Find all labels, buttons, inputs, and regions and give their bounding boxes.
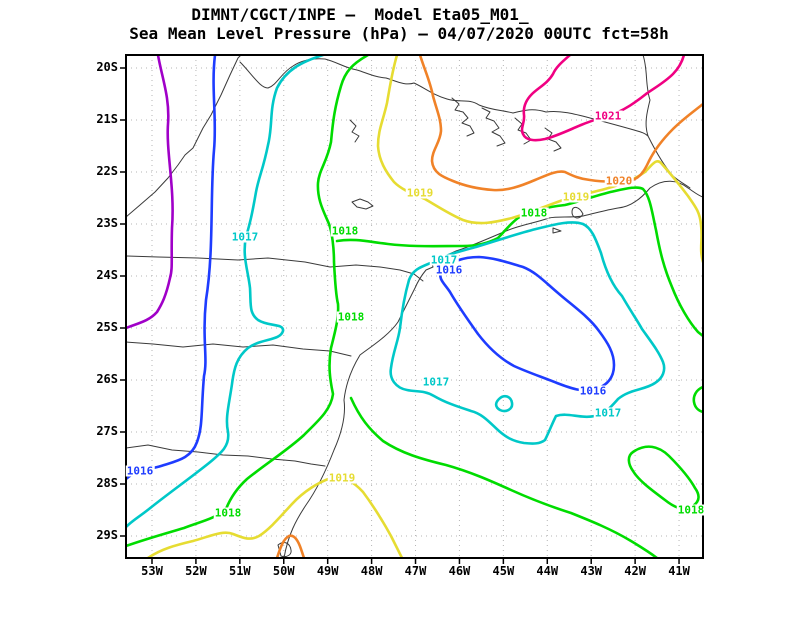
- island-1: [552, 227, 562, 234]
- isobar-1019-south: [146, 476, 404, 558]
- isobar-layer: [126, 55, 703, 558]
- isobar-1016-low-oval: [438, 255, 616, 392]
- lon-tick-label: 43W: [580, 564, 603, 578]
- contour-label-1018: 1018: [213, 506, 243, 520]
- state-border-sp-pr: [126, 255, 424, 282]
- lat-tick-label: 22S: [96, 164, 118, 178]
- isobar-1017-ring: [389, 221, 666, 445]
- isobar-1016-west: [126, 55, 217, 481]
- contour-label-1017: 1017: [230, 230, 260, 244]
- contour-label-1016: 1016: [125, 464, 155, 478]
- isobar-1020-south-arc: [275, 534, 306, 558]
- lat-tick-label: 24S: [96, 268, 118, 282]
- isobar-1018-border-bump: [692, 385, 703, 414]
- contour-label-1019: 1019: [561, 190, 591, 204]
- contour-label-1016: 1016: [578, 384, 608, 398]
- lon-tick-label: 44W: [536, 564, 559, 578]
- lon-tick-label: 51W: [228, 564, 251, 578]
- reservoir-4: [544, 127, 562, 152]
- contour-label-1021: 1021: [593, 109, 623, 123]
- contour-label-1017: 1017: [593, 406, 623, 420]
- lat-tick-label: 29S: [96, 528, 118, 542]
- lat-tick-label: 28S: [96, 476, 118, 490]
- state-border-north: [239, 58, 649, 137]
- contour-label-1017: 1017: [421, 375, 451, 389]
- lon-tick-label: 50W: [272, 564, 295, 578]
- contour-label-1019: 1019: [405, 186, 435, 200]
- lat-tick-label: 20S: [96, 60, 118, 74]
- lat-tick-label: 26S: [96, 372, 118, 386]
- state-border-nw-river: [126, 55, 242, 218]
- state-border-pr-sc: [126, 341, 352, 357]
- isobar-1018-se-loop: [627, 445, 700, 511]
- lon-tick-label: 53W: [141, 564, 163, 578]
- map-title-line2: Sea Mean Level Pressure (hPa) — 04/07/20…: [129, 24, 669, 43]
- lat-tick-label: 27S: [96, 424, 118, 438]
- lat-tick-label: 25S: [96, 320, 118, 334]
- isobar-1018-east: [335, 186, 703, 338]
- isobar-1018-west: [126, 55, 370, 548]
- contour-label-1018: 1018: [519, 206, 549, 220]
- geography-layer: [126, 55, 703, 558]
- isobar-1017-small-oval: [494, 394, 514, 413]
- lon-tick-label: 46W: [448, 564, 471, 578]
- isobar-1017-west: [126, 55, 325, 529]
- isobar-1020-main: [418, 55, 703, 192]
- contour-label-1018: 1018: [336, 310, 366, 324]
- contour-label-1016: 1016: [434, 263, 464, 277]
- lat-tick-label: 23S: [96, 216, 118, 230]
- map-title-line1: DIMNT/CGCT/INPE — Model Eta05_M01_: [191, 5, 529, 24]
- contour-label-1018: 1018: [676, 503, 706, 517]
- reservoir-2: [481, 107, 506, 147]
- latlon-grid: [126, 55, 703, 558]
- lon-tick-label: 52W: [185, 564, 207, 578]
- contour-label-1017: 1017: [429, 253, 459, 267]
- plot-border: [125, 54, 704, 559]
- lake-small: [351, 198, 374, 210]
- reservoir-1: [451, 97, 475, 137]
- lon-tick-label: 41W: [668, 564, 690, 578]
- contour-label-1018: 1018: [330, 224, 360, 238]
- contour-label-1019: 1019: [327, 471, 357, 485]
- isobar-1021: [520, 55, 686, 142]
- coastline: [283, 180, 703, 558]
- state-border-sc-rs: [126, 444, 326, 467]
- lon-tick-label: 45W: [492, 564, 515, 578]
- river-squiggle: [349, 119, 360, 143]
- lon-tick-label: 42W: [624, 564, 646, 578]
- lon-tick-label: 48W: [360, 564, 383, 578]
- lat-tick-label: 21S: [96, 112, 118, 126]
- lon-tick-label: 47W: [404, 564, 427, 578]
- isobar-1018-south-diagonal: [349, 396, 659, 558]
- state-border-mg-es: [642, 55, 691, 189]
- contour-label-1020: 1020: [604, 174, 634, 188]
- isobar-1015-west: [126, 55, 174, 330]
- bay-guanabara: [571, 206, 584, 219]
- lon-tick-label: 49W: [316, 564, 339, 578]
